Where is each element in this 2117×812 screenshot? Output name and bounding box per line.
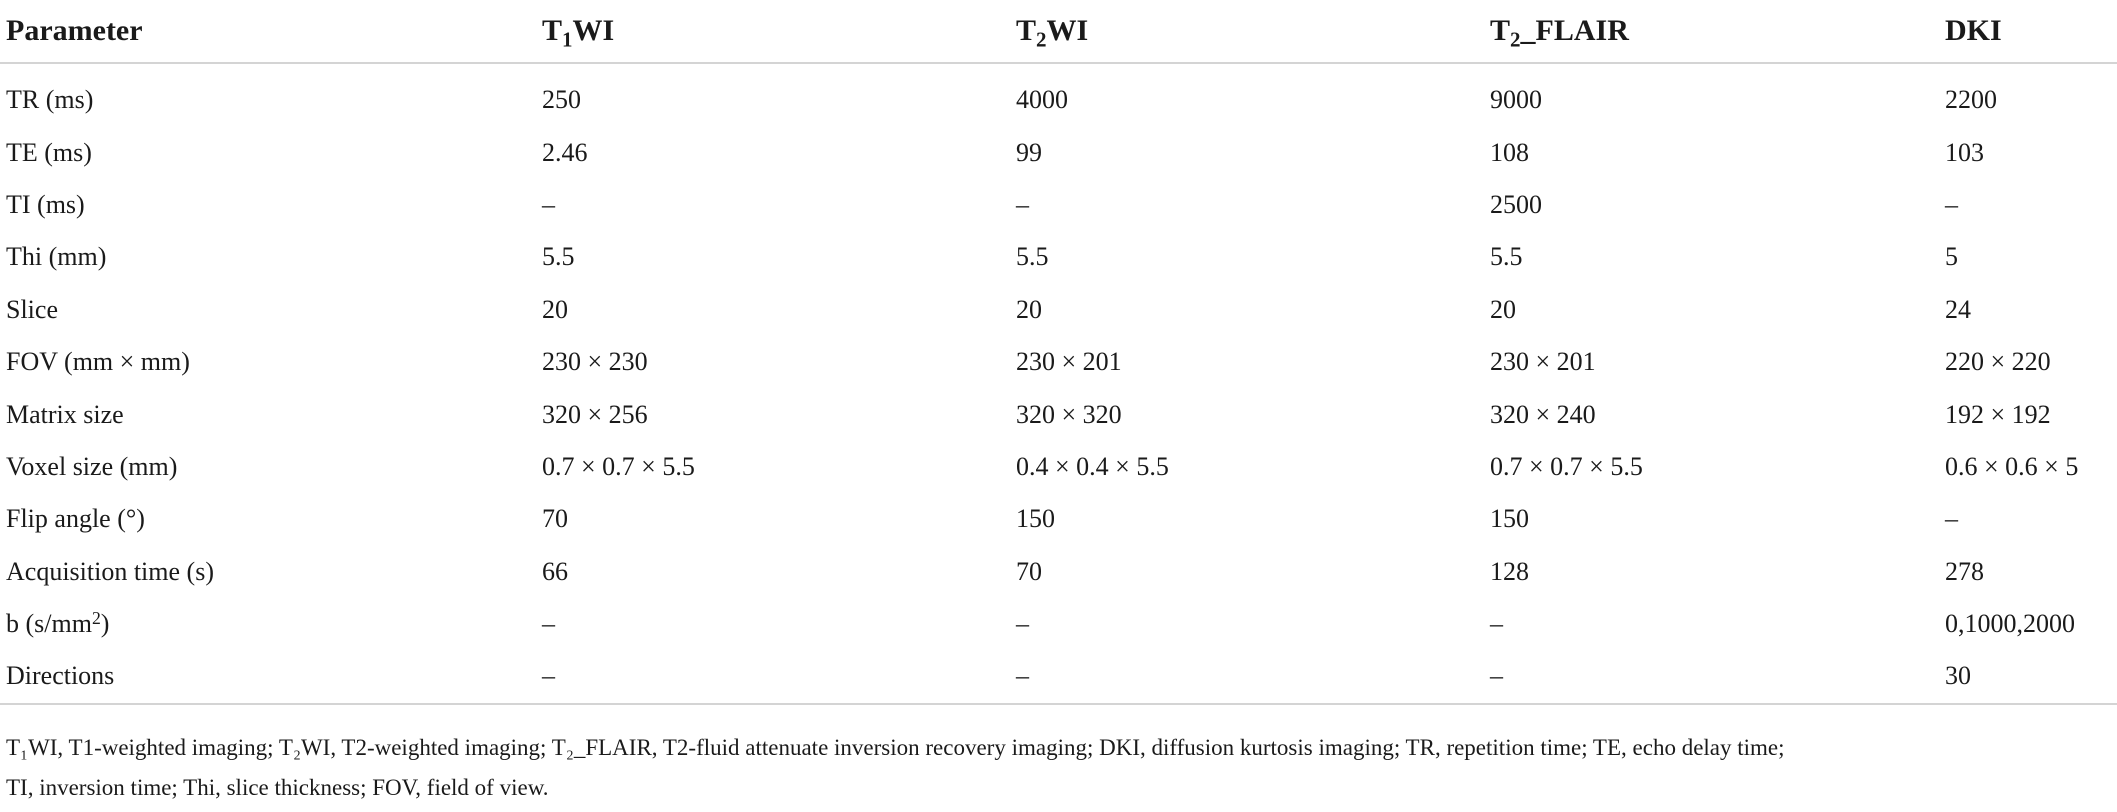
- row-label: Slice: [6, 294, 58, 324]
- cell-dki: 5: [1945, 242, 1958, 272]
- cell-t2wi: 0.4 × 0.4 × 5.5: [1016, 451, 1169, 481]
- table-row: TE (ms) 2.46 99 108 103: [0, 126, 2117, 178]
- cell-t2-flair: 108: [1490, 137, 1529, 167]
- table-row: Directions – – – 30: [0, 650, 2117, 705]
- cell-t1wi: 250: [542, 85, 581, 115]
- row-label: Acquisition time (s): [6, 556, 214, 586]
- cell-t2wi: –: [1016, 189, 1029, 219]
- row-label: FOV (mm × mm): [6, 347, 190, 377]
- cell-t2-flair: 128: [1490, 556, 1529, 586]
- cell-dki: 2200: [1945, 85, 1997, 115]
- cell-dki: 0.6 × 0.6 × 5: [1945, 451, 2079, 481]
- cell-t1wi: –: [542, 609, 555, 639]
- table-row: Slice 20 20 20 24: [0, 284, 2117, 336]
- cell-t1wi: 2.46: [542, 137, 588, 167]
- cell-dki: 220 × 220: [1945, 347, 2051, 377]
- cell-t2-flair: –: [1490, 609, 1503, 639]
- row-label: TR (ms): [6, 85, 94, 115]
- header-t1wi: T1WI: [536, 0, 1010, 64]
- cell-t1wi: –: [542, 189, 555, 219]
- table-row: Acquisition time (s) 66 70 128 278: [0, 546, 2117, 598]
- cell-t2wi: 20: [1016, 294, 1042, 324]
- header-dki: DKI: [1939, 0, 2117, 64]
- cell-t1wi: –: [536, 650, 1010, 705]
- row-label: TE (ms): [6, 137, 92, 167]
- cell-t1wi: 230 × 230: [542, 347, 648, 377]
- cell-t1wi: 70: [542, 504, 568, 534]
- cell-t2wi: –: [1016, 609, 1029, 639]
- cell-t2-flair: 20: [1490, 294, 1516, 324]
- cell-t2-flair: 150: [1490, 504, 1529, 534]
- cell-t2-flair: 5.5: [1490, 242, 1523, 272]
- row-label: Directions: [0, 650, 536, 705]
- cell-t2wi: 320 × 320: [1016, 399, 1122, 429]
- cell-t2wi: –: [1010, 650, 1484, 705]
- row-label: Flip angle (°): [6, 504, 145, 534]
- cell-t2-flair: 2500: [1490, 189, 1542, 219]
- row-label: Voxel size (mm): [6, 451, 178, 481]
- cell-t2-flair: 0.7 × 0.7 × 5.5: [1490, 451, 1643, 481]
- table-row: Voxel size (mm) 0.7 × 0.7 × 5.5 0.4 × 0.…: [0, 441, 2117, 493]
- cell-t2-flair: 320 × 240: [1490, 399, 1596, 429]
- cell-t1wi: 66: [542, 556, 568, 586]
- table-header: Parameter T1WI T2WI T2_FLAIR DKI: [0, 0, 2117, 64]
- cell-dki: 0,1000,2000: [1945, 609, 2075, 639]
- cell-t2wi: 70: [1016, 556, 1042, 586]
- header-t2-flair: T2_FLAIR: [1484, 0, 1939, 64]
- mri-parameters-table: Parameter T1WI T2WI T2_FLAIR DKI TR (ms)…: [0, 0, 2117, 705]
- cell-t2wi: 5.5: [1016, 242, 1049, 272]
- header-row: Parameter T1WI T2WI T2_FLAIR DKI: [0, 0, 2117, 64]
- row-label: b (s/mm2): [6, 608, 110, 639]
- cell-t2wi: 99: [1016, 137, 1042, 167]
- cell-t1wi: 0.7 × 0.7 × 5.5: [542, 451, 695, 481]
- cell-dki: 103: [1945, 137, 1984, 167]
- cell-t2wi: 230 × 201: [1016, 347, 1122, 377]
- row-label: Thi (mm): [6, 242, 107, 272]
- footnote-line: T₁WI, T1-weighted imaging; T₂WI, T2-weig…: [6, 735, 1785, 760]
- table-row: b (s/mm2) – – – 0,1000,2000: [0, 598, 2117, 650]
- table-row: TI (ms) – – 2500 –: [0, 179, 2117, 231]
- cell-dki: 278: [1945, 556, 1984, 586]
- cell-t2wi: 150: [1016, 504, 1055, 534]
- cell-dki: 24: [1945, 294, 1971, 324]
- row-label: TI (ms): [6, 189, 85, 219]
- cell-dki: –: [1945, 189, 1958, 219]
- cell-dki: 192 × 192: [1945, 399, 2051, 429]
- row-label: Matrix size: [6, 399, 124, 429]
- cell-t2-flair: 9000: [1490, 85, 1542, 115]
- table-row: Flip angle (°) 70 150 150 –: [0, 493, 2117, 545]
- cell-t1wi: 320 × 256: [542, 399, 648, 429]
- table-row: TR (ms) 250 4000 9000 2200: [0, 63, 2117, 126]
- cell-t1wi: 20: [542, 294, 568, 324]
- table-footnote: T₁WI, T1-weighted imaging; T₂WI, T2-weig…: [6, 728, 2106, 808]
- header-t2wi: T2WI: [1010, 0, 1484, 64]
- cell-t2-flair: 230 × 201: [1490, 347, 1596, 377]
- cell-dki: 30: [1939, 650, 2117, 705]
- table-row: Matrix size 320 × 256 320 × 320 320 × 24…: [0, 388, 2117, 440]
- cell-t2wi: 4000: [1016, 85, 1068, 115]
- header-parameter: Parameter: [0, 0, 536, 64]
- cell-t2-flair: –: [1484, 650, 1939, 705]
- table-row: FOV (mm × mm) 230 × 230 230 × 201 230 × …: [0, 336, 2117, 388]
- cell-dki: –: [1945, 504, 1958, 534]
- table-row: Thi (mm) 5.5 5.5 5.5 5: [0, 231, 2117, 283]
- footnote-line: TI, inversion time; Thi, slice thickness…: [6, 775, 549, 800]
- cell-t1wi: 5.5: [542, 242, 575, 272]
- table-body: TR (ms) 250 4000 9000 2200 TE (ms) 2.46 …: [0, 63, 2117, 705]
